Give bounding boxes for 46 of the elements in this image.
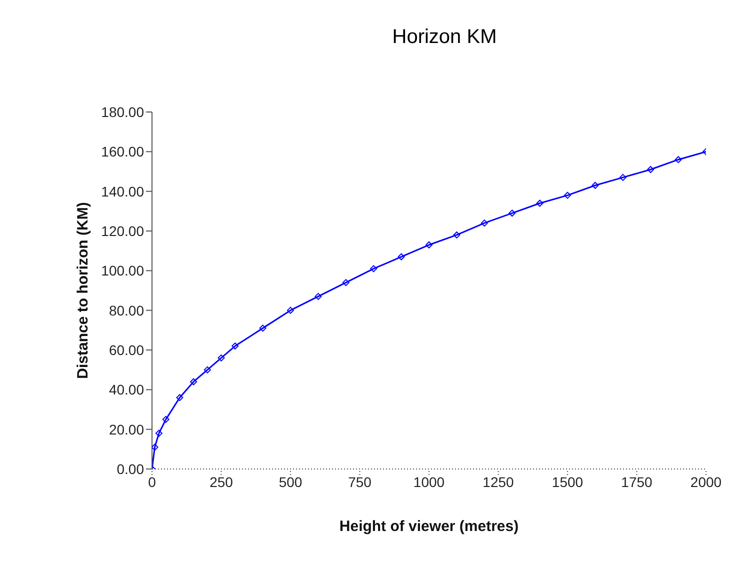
point: [508, 210, 516, 217]
y-tick-label: 80.00: [108, 302, 144, 318]
x-tick-label: 1500: [552, 474, 584, 490]
point: [152, 444, 158, 451]
point: [592, 182, 599, 189]
point: [314, 292, 322, 300]
x-tick-label: 500: [278, 474, 302, 490]
point: [155, 430, 162, 437]
y-tick-label: 180.00: [101, 104, 144, 120]
point: [342, 279, 350, 286]
y-tick-label: 100.00: [101, 262, 144, 279]
y-tick-label: 20.00: [108, 421, 144, 438]
point: [674, 156, 682, 164]
y-tick-label: 120.00: [101, 222, 144, 239]
point: [287, 306, 294, 314]
point: [619, 174, 626, 181]
point: [190, 378, 198, 386]
point: [176, 394, 184, 402]
point: [536, 200, 544, 207]
x-tick-label: 0: [148, 474, 156, 490]
y-tick-label: 160.00: [101, 144, 144, 160]
x-tick-label: 1000: [413, 474, 445, 490]
x-tick-label: 1250: [482, 474, 514, 490]
point: [426, 241, 432, 248]
point: [398, 253, 405, 260]
point: [480, 220, 488, 227]
y-tick-label: 0.00: [116, 460, 144, 477]
chart-title: Horizon KM: [391, 26, 498, 49]
x-axis-title: Height of viewer (metres): [339, 518, 519, 535]
y-axis-title: Distance to horizon (KM): [74, 202, 92, 379]
x-tick-label: 1750: [621, 474, 653, 490]
point: [370, 265, 378, 272]
point: [232, 342, 239, 350]
point: [218, 354, 225, 362]
x-tick-label: 2000: [690, 474, 722, 490]
point: [564, 192, 571, 199]
point: [162, 416, 170, 423]
y-tick-label: 60.00: [108, 342, 144, 358]
point: [453, 231, 460, 238]
point: [259, 324, 266, 332]
x-tick-label: 250: [210, 474, 234, 490]
point: [204, 366, 211, 374]
y-tick-label: 40.00: [108, 382, 144, 398]
point: [647, 166, 654, 174]
x-tick-label: 750: [348, 474, 372, 490]
y-tick-label: 140.00: [101, 183, 144, 200]
